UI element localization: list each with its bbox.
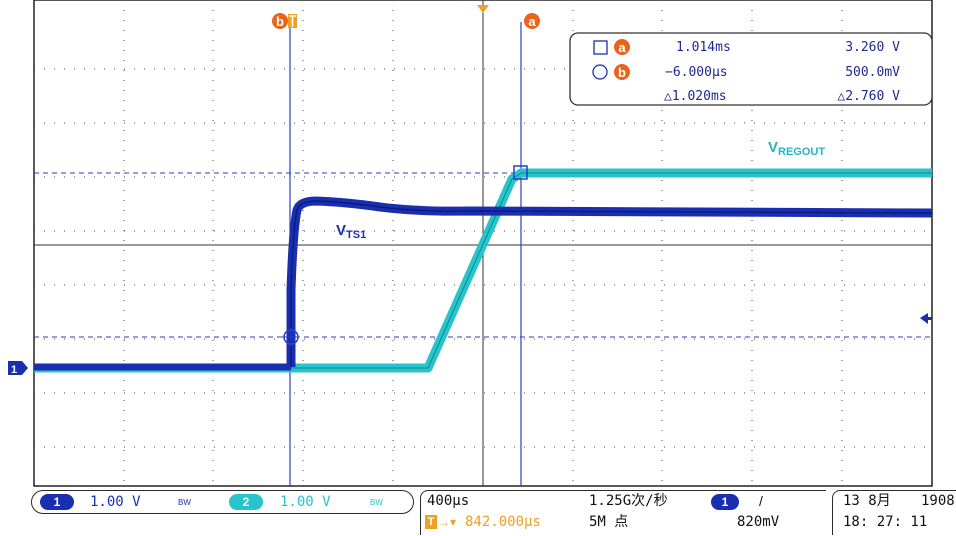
cursor-b-voltage: 500.0mV <box>845 65 900 80</box>
svg-text:b: b <box>618 65 626 80</box>
timebase-scale: 400μs <box>427 493 470 509</box>
ch2-bw-icon: BW <box>370 498 383 507</box>
cursor-b-marker <box>282 328 300 346</box>
ch1-badge[interactable]: 1 <box>40 494 74 510</box>
trigger-delay-icon: T <box>425 515 437 529</box>
record-length: 5M 点 <box>589 514 629 530</box>
ch1-bw-icon: BW <box>178 498 191 507</box>
level-arrow-icon <box>920 313 932 324</box>
channel-settings-panel[interactable]: 1 1.00 V BW 2 1.00 V BW <box>31 490 414 514</box>
cursor-readout-panel: a b 1.014ms 3.260 V −6.000μs 500.0mV △1.… <box>569 32 933 106</box>
vregout-label: VREGOUT <box>768 139 825 158</box>
circle-cursor-icon <box>592 64 608 80</box>
ch2-trace-vregout <box>34 168 932 373</box>
svg-text:a: a <box>528 14 536 29</box>
time: 18: 27: 11 <box>843 514 928 530</box>
ch2-scale: 1.00 V <box>280 494 331 510</box>
status-bar: 1 1.00 V BW 2 1.00 V BW 400μs T →▾ 842.0… <box>0 488 956 536</box>
cursor-b-label[interactable]: b <box>272 13 297 29</box>
trigger-slope-icon: / <box>759 493 763 509</box>
cursor-a-marker <box>513 165 528 180</box>
datetime-panel: 13 8月 1908 18: 27: 11 <box>832 490 956 535</box>
vts1-label: VTS1 <box>336 222 366 241</box>
svg-text:b: b <box>276 14 284 29</box>
square-cursor-icon <box>593 40 608 55</box>
trigger-delay: 842.000μs <box>465 514 541 530</box>
ch2-badge[interactable]: 2 <box>229 494 263 510</box>
svg-text:a: a <box>618 40 626 55</box>
svg-text:1: 1 <box>11 364 17 376</box>
delta-time: △1.020ms <box>664 89 727 104</box>
ch1-scale: 1.00 V <box>90 494 141 510</box>
trigger-delay-arrow: →▾ <box>438 515 457 529</box>
cursor-a-label[interactable]: a <box>524 13 540 29</box>
cursor-a-time: 1.014ms <box>676 40 731 55</box>
ch1-ground-marker[interactable]: 1 <box>8 361 28 376</box>
trigger-source-badge[interactable]: 1 <box>711 494 739 510</box>
trigger-level: 820mV <box>737 514 780 530</box>
date: 13 8月 <box>843 493 891 509</box>
cursor-a-voltage: 3.260 V <box>845 40 900 55</box>
sample-rate: 1.25G次/秒 <box>589 493 668 509</box>
ch1-trace-vts1 <box>34 196 933 371</box>
year: 1908 <box>921 493 955 509</box>
delta-voltage: △2.760 V <box>837 89 900 104</box>
cursor-b-time: −6.000μs <box>665 65 728 80</box>
timebase-panel[interactable]: 400μs T →▾ 842.000μs 1.25G次/秒 5M 点 1 / 8… <box>420 490 826 535</box>
trigger-position-icon <box>477 5 489 13</box>
